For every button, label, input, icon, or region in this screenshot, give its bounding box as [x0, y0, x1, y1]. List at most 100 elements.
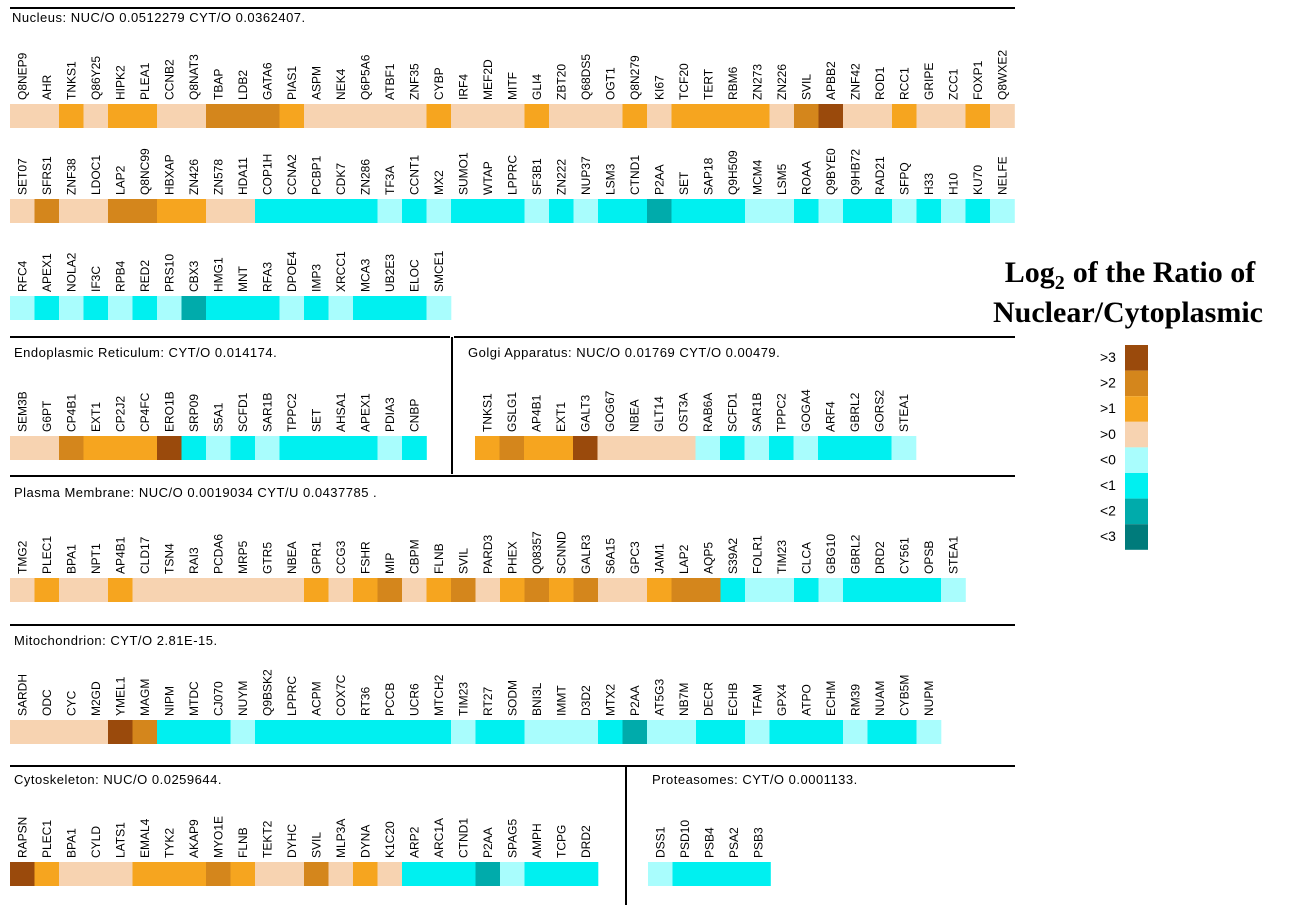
gene-label: KU70 — [971, 165, 985, 195]
gene-label: AHR — [40, 74, 54, 100]
heat-cell — [892, 199, 917, 223]
gene-label: GBG10 — [824, 534, 838, 574]
heat-cell — [402, 296, 427, 320]
gene-label: MCA3 — [358, 258, 372, 292]
heat-cell — [745, 199, 770, 223]
gene-label: IRF4 — [456, 74, 470, 100]
heat-cell — [696, 578, 721, 602]
gene-label: ELOC — [407, 259, 421, 292]
gene-label: DYNA — [358, 825, 372, 858]
heat-cell — [181, 296, 207, 320]
gene-label: OGT1 — [603, 67, 617, 100]
gene-label: RAPSN — [15, 817, 29, 858]
gene-label: PRS10 — [162, 254, 176, 292]
gene-label: HDA11 — [236, 157, 250, 195]
heat-cell — [402, 720, 427, 744]
heat-cell — [598, 720, 623, 744]
heat-cell — [500, 104, 525, 128]
gene-label: UCR6 — [407, 683, 421, 716]
gene-label: Q68DS5 — [579, 54, 593, 100]
heat-cell — [769, 104, 795, 128]
heat-cell — [549, 104, 574, 128]
gene-label: SCFD1 — [725, 392, 739, 432]
legend-label: >1 — [1100, 400, 1116, 416]
gene-label: ZN226 — [775, 64, 789, 100]
heat-cell — [230, 720, 256, 744]
heat-cell — [108, 436, 133, 460]
gene-label: LAP2 — [677, 544, 691, 574]
section-title: Endoplasmic Reticulum: CYT/O 0.014174. — [14, 345, 277, 360]
heat-cell — [353, 862, 378, 886]
heat-cell — [965, 199, 991, 223]
gene-label: CY561 — [897, 537, 911, 574]
heat-cell — [328, 720, 354, 744]
heat-cell — [59, 296, 84, 320]
legend-swatch — [1125, 473, 1148, 499]
heat-cell — [34, 104, 60, 128]
gene-label: GLT14 — [652, 396, 666, 432]
gene-label: ZN286 — [358, 159, 372, 195]
gene-label: RPB4 — [113, 260, 127, 292]
gene-label: PSB3 — [751, 827, 765, 858]
gene-label: COX7C — [334, 674, 348, 716]
gene-label: ARC1A — [432, 818, 446, 858]
gene-label: PDIA3 — [383, 397, 397, 432]
gene-label: GALT3 — [578, 395, 592, 432]
gene-label: RM39 — [848, 684, 862, 716]
gene-label: STEA1 — [897, 394, 911, 432]
gene-label: CTND1 — [456, 818, 470, 858]
heat-cell — [402, 862, 427, 886]
gene-label: GRIPE — [922, 63, 936, 100]
gene-label: NB7M — [677, 683, 691, 716]
gene-label: ZNF38 — [64, 158, 78, 195]
heat-cell — [597, 436, 623, 460]
gene-label: HMG1 — [211, 257, 225, 292]
gene-label: WTAP — [481, 161, 495, 195]
heat-cell — [916, 578, 942, 602]
gene-label: RCC1 — [897, 67, 911, 100]
heat-cell — [132, 578, 158, 602]
heat-cell — [941, 199, 966, 223]
gene-label: NPT1 — [89, 543, 103, 574]
heat-cell — [377, 862, 403, 886]
gene-label: RAD21 — [873, 156, 887, 195]
gene-label: CYBP — [432, 67, 446, 100]
gene-label: IMP3 — [309, 264, 323, 292]
gene-label: AT5G3 — [652, 679, 666, 716]
gene-label: SVIL — [456, 548, 470, 574]
section-title: Mitochondrion: CYT/O 2.81E-15. — [14, 633, 218, 648]
gene-label: BPA1 — [64, 828, 78, 858]
heat-cell — [34, 436, 60, 460]
gene-label: LSM5 — [775, 163, 789, 195]
heat-cell — [279, 720, 305, 744]
gene-label: GORS2 — [872, 390, 886, 432]
heat-cell — [867, 720, 893, 744]
heat-cell — [34, 199, 60, 223]
gene-label: FSHR — [358, 541, 372, 574]
heat-cell — [916, 104, 942, 128]
heat-cell — [697, 862, 722, 886]
gene-label: TF3A — [383, 166, 397, 195]
gene-label: PSD10 — [678, 820, 692, 858]
heat-cell — [328, 199, 354, 223]
heat-cell — [647, 578, 672, 602]
heat-cell — [646, 436, 672, 460]
heat-cell — [59, 104, 84, 128]
heat-cell — [108, 578, 133, 602]
heat-cell — [402, 104, 427, 128]
gene-label: ATBF1 — [383, 63, 397, 100]
heat-cell — [304, 296, 329, 320]
legend-label: >3 — [1100, 349, 1116, 365]
heat-cell — [304, 862, 329, 886]
heat-cell — [426, 104, 452, 128]
heat-cell — [573, 104, 599, 128]
gene-label: Q8N279 — [628, 55, 642, 100]
heat-cell — [255, 296, 280, 320]
gene-label: AP4B1 — [529, 394, 543, 432]
gene-label: TBAP — [211, 69, 225, 100]
heat-cell — [377, 104, 403, 128]
gene-label: MIP — [383, 553, 397, 574]
heat-cell — [181, 436, 207, 460]
heat-cell — [10, 578, 35, 602]
gene-label: NUPM — [922, 681, 936, 716]
